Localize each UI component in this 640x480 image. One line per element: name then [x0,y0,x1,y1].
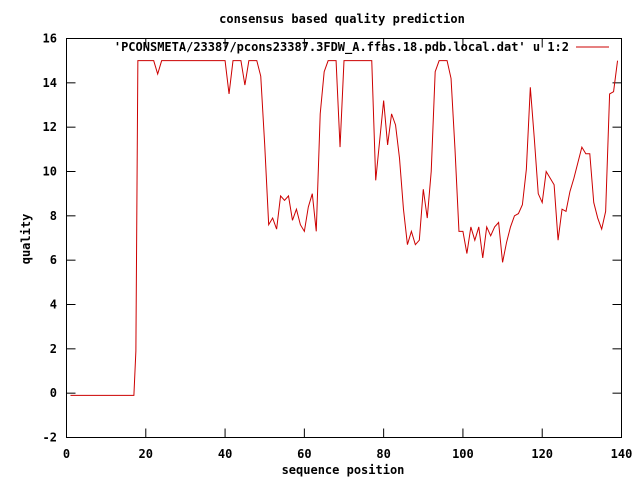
x-tick-label: 120 [531,447,553,461]
legend: 'PCONSMETA/23387/pcons23387.3FDW_A.ffas.… [114,40,609,55]
x-tick-label: 0 [63,447,70,461]
x-tick-label: 60 [297,447,311,461]
y-tick-label: 16 [43,32,57,46]
y-axis-label: quality [19,214,33,265]
y-tick-label: 8 [50,209,57,223]
x-tick-label: 20 [139,447,153,461]
series-line [70,60,619,396]
x-tick-label: 140 [611,447,633,461]
y-tick-label: 0 [50,386,57,400]
y-tick-label: 10 [43,165,57,179]
x-axis-label: sequence position [282,463,405,477]
x-tick-label: 100 [452,447,474,461]
plot-frame [66,38,622,438]
x-tick-label: 80 [376,447,390,461]
x-tick-label: 40 [218,447,232,461]
legend-label: 'PCONSMETA/23387/pcons23387.3FDW_A.ffas.… [114,40,569,55]
chart-title: consensus based quality prediction [219,12,465,26]
y-tick-label: 14 [43,76,57,90]
y-tick-label: 4 [50,298,57,312]
y-tick-label: 2 [50,342,57,356]
y-tick-label: -2 [43,431,57,445]
y-tick-label: 12 [43,120,57,134]
y-tick-label: 6 [50,253,57,267]
